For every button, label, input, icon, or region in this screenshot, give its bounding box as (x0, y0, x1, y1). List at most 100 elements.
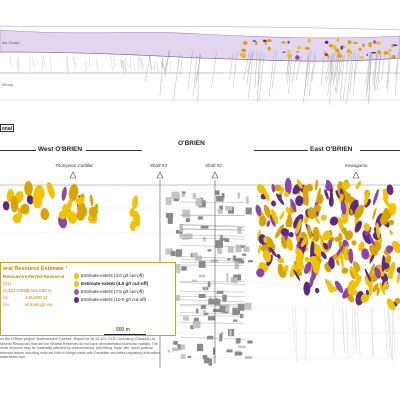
drillhole-trace (41, 56, 44, 71)
ore-shape (303, 261, 312, 275)
ore-shape (276, 253, 281, 259)
section-tag: onal (0, 124, 14, 132)
west-arrow-line (86, 150, 142, 151)
working (181, 191, 185, 197)
ore-shape (285, 237, 294, 251)
drift (179, 282, 246, 285)
ore-shape (307, 224, 312, 240)
working (207, 249, 212, 252)
ore-shape (287, 40, 290, 44)
drift (179, 291, 246, 293)
legend: eral Resource Estimate ¹ Resource Inferr… (0, 262, 176, 336)
east-arrow-line (254, 150, 308, 151)
working (171, 191, 180, 199)
footnote-line: Mineral Resources that are not Mineral R… (0, 341, 158, 346)
ore-shape (351, 240, 357, 246)
shaft-label: Kewagama (345, 163, 368, 168)
ore-shape (304, 256, 310, 262)
ore-shape (363, 190, 370, 206)
working (192, 321, 201, 329)
ore-shape (303, 281, 311, 296)
ore-shape (132, 195, 139, 210)
drillhole-trace (386, 50, 390, 89)
ore-shape (266, 39, 272, 43)
working (219, 333, 223, 342)
drillhole-trace (305, 55, 309, 82)
ore-shape (269, 214, 276, 227)
east-header: East O'BRIEN (310, 146, 353, 153)
ore-shape (386, 298, 396, 311)
ore-shape (375, 41, 381, 45)
working (167, 216, 173, 225)
drillhole-trace (246, 51, 252, 85)
drift (179, 261, 246, 263)
ore-shape (295, 248, 304, 258)
ore-shape (320, 214, 327, 221)
ore-shape (315, 179, 319, 191)
working (225, 304, 230, 312)
drillhole-trace (159, 54, 164, 97)
drillhole-trace (67, 56, 69, 74)
working (204, 357, 210, 364)
drillhole-trace (162, 59, 165, 73)
drillhole-trace (311, 55, 317, 81)
ore-shape (281, 41, 286, 44)
ore-shape (258, 216, 267, 227)
drillhole-trace (327, 53, 333, 96)
working (200, 225, 209, 229)
ore-shape (26, 194, 34, 205)
drillhole-trace (122, 60, 125, 67)
legend-item: Estimate extent (3.0 g/t cut-off) (81, 273, 144, 278)
ore-shape (372, 189, 379, 206)
ore-shape (297, 46, 302, 50)
working (227, 258, 231, 261)
working (207, 316, 216, 321)
drillhole-trace (339, 54, 345, 101)
scale-label: 500 m (116, 327, 130, 333)
drillhole-trace (10, 56, 12, 67)
ore-shape (269, 247, 277, 258)
legend-col-indicated: Resource (3, 274, 24, 279)
ore-shape (347, 54, 351, 57)
drillhole-trace (173, 52, 180, 101)
legend-swatch-gold-icon (74, 273, 79, 279)
ore-shape (312, 260, 321, 274)
working (235, 352, 243, 356)
working (191, 279, 197, 282)
ore-shape (387, 271, 394, 280)
ore-shape (256, 268, 265, 278)
working (237, 192, 240, 199)
drillhole-trace (307, 50, 312, 88)
drillhole-trace (195, 54, 201, 88)
working (217, 249, 223, 255)
drift (179, 256, 246, 259)
ore-shape (271, 200, 277, 207)
ore-shape (348, 248, 354, 264)
legend-indicated-value: oz (3, 295, 8, 300)
drillhole-trace (381, 52, 386, 80)
working (173, 263, 181, 268)
ore-shape (396, 269, 400, 284)
drillhole-trace (373, 55, 379, 86)
drillhole-trace (346, 55, 353, 104)
ore-shape (35, 184, 45, 199)
ore-shape (383, 51, 389, 55)
drillhole-trace (331, 52, 336, 81)
drillhole-trace (32, 57, 35, 68)
working (171, 347, 179, 352)
working (165, 212, 174, 219)
working (226, 273, 229, 281)
ore-shape (296, 179, 303, 189)
legend-indicated-value: (1,601,000 t) (3, 288, 30, 293)
drillhole-trace (248, 50, 254, 99)
ore-shape (382, 196, 391, 208)
ore-shape (40, 208, 50, 221)
ore-shape (391, 43, 394, 48)
drillhole-trace (17, 59, 19, 71)
drillhole-trace (168, 57, 172, 70)
ore-shape (263, 39, 267, 43)
working (210, 259, 219, 263)
ore-shape (328, 256, 335, 269)
ore-shape (68, 183, 79, 202)
ore-shape (381, 281, 388, 293)
